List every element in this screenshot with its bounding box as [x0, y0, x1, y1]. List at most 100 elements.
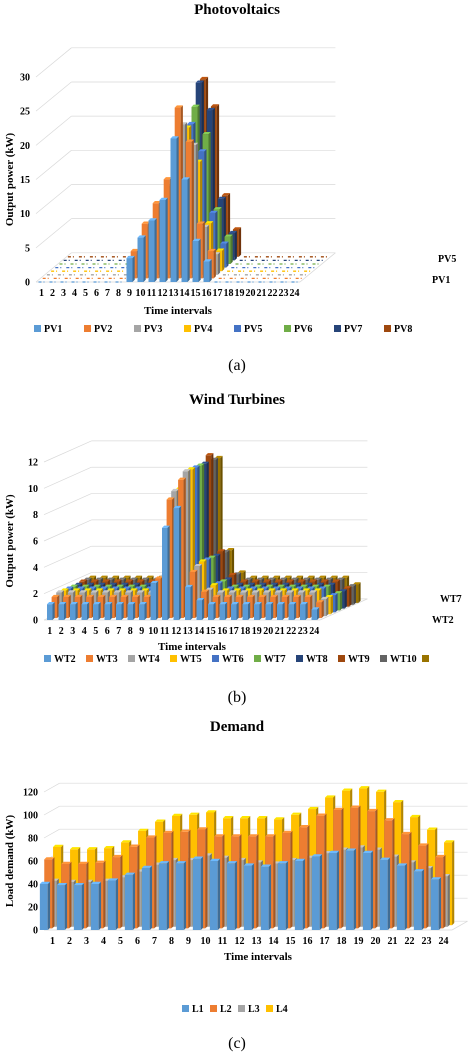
- bar-top: [97, 582, 106, 585]
- bar: [192, 238, 201, 282]
- y-tick-label: 0: [33, 926, 38, 937]
- bar: [173, 505, 182, 620]
- bar-side: [340, 591, 343, 611]
- y-tick-label: 15: [20, 175, 30, 186]
- bar-top: [163, 177, 172, 180]
- bar-top: [286, 579, 294, 582]
- bar-top: [258, 582, 267, 585]
- bar: [379, 857, 391, 930]
- bar-top: [170, 136, 179, 139]
- x-tick-label: 1: [47, 626, 52, 637]
- bar-side: [166, 861, 170, 930]
- bar-side: [324, 813, 327, 929]
- bar-side: [349, 586, 352, 607]
- bar-front: [277, 863, 286, 930]
- bar-top: [109, 594, 117, 598]
- bar-top: [297, 579, 306, 582]
- bar: [116, 602, 124, 620]
- bar-side: [64, 602, 67, 620]
- bar-top: [120, 594, 129, 598]
- x-ticks: 1 2 3 4 5 6 7 8 9 10 11 12 13 14 15 16 17 18 19 20 21 22 23 24: [39, 288, 300, 299]
- legend-label: L1: [192, 1004, 204, 1015]
- bar-top: [265, 834, 276, 837]
- bar-front: [137, 237, 144, 282]
- legend-label: L2: [220, 1004, 232, 1015]
- bar-top: [376, 789, 387, 792]
- gridline-depth: [35, 81, 72, 112]
- bar-front: [192, 858, 201, 930]
- bar: [242, 602, 251, 620]
- x-tick-label: 14: [269, 936, 279, 947]
- bar-top: [104, 602, 113, 605]
- bar-top: [263, 590, 271, 593]
- bar-side: [133, 602, 136, 620]
- bar-top: [226, 861, 238, 864]
- bar-top: [141, 577, 149, 580]
- bar-top: [348, 584, 356, 587]
- bar-top: [106, 588, 115, 591]
- bar: [260, 864, 272, 930]
- bar-side: [132, 255, 135, 282]
- bar-top: [257, 816, 268, 819]
- bar-top: [88, 575, 97, 578]
- bar: [162, 525, 170, 620]
- x-tick-label: 6: [105, 626, 110, 637]
- x-tick-label: 19: [252, 626, 262, 637]
- bar-top: [311, 854, 323, 857]
- legend-swatch: [170, 655, 177, 662]
- bar-top: [185, 139, 194, 142]
- x-tick-label: 15: [191, 288, 201, 299]
- bar-top: [274, 579, 283, 582]
- legend-label: PV5: [244, 324, 262, 335]
- legend-item: WT8: [296, 654, 328, 665]
- bar-top: [274, 590, 283, 593]
- x-tick-label: 13: [252, 936, 262, 947]
- bar-top: [187, 467, 195, 470]
- bar-side: [285, 861, 289, 930]
- bar-top: [125, 579, 133, 582]
- bar-top: [213, 207, 222, 210]
- bar-front: [226, 863, 235, 930]
- bar-top: [306, 575, 315, 578]
- bar: [192, 856, 204, 930]
- bar-top: [182, 469, 191, 472]
- bar-front: [70, 604, 76, 620]
- bar-top: [104, 845, 115, 849]
- gridline-depth: [35, 150, 72, 180]
- bar-front: [127, 604, 133, 620]
- x-ticks: 1 2 3 4 5 6 7 8 9 10 11 12 13 14 15 16 17 18 19 20 21 22 23 24: [50, 936, 449, 947]
- bar: [126, 255, 135, 282]
- bar-top: [282, 830, 293, 833]
- bar-top: [339, 589, 347, 592]
- bar-top: [272, 586, 281, 589]
- bar-top: [139, 602, 147, 605]
- bar-side: [438, 877, 442, 930]
- legend-swatch: [34, 325, 41, 332]
- bar-side: [225, 602, 228, 620]
- y-tick-label: 5: [25, 243, 30, 254]
- bar-side: [64, 882, 68, 930]
- bar-top: [290, 577, 299, 580]
- bar-top: [104, 584, 113, 587]
- bar-top: [127, 602, 136, 605]
- bar-top: [242, 602, 251, 605]
- legend-label: WT6: [222, 654, 244, 665]
- bar: [413, 869, 425, 930]
- bar-top: [201, 461, 209, 464]
- legend-label: WT8: [306, 654, 328, 665]
- x-tick-label: 22: [286, 626, 296, 637]
- bar-top: [311, 607, 320, 610]
- bar-top: [362, 850, 374, 853]
- bar: [158, 861, 170, 930]
- bar-top: [300, 584, 308, 587]
- bar-side: [307, 825, 310, 929]
- bar-side: [121, 602, 124, 620]
- bar-top: [198, 559, 207, 562]
- bar-side: [167, 525, 170, 620]
- bar-front: [148, 220, 155, 282]
- bar-top: [141, 588, 149, 591]
- x-axis-label: Time intervals: [224, 951, 293, 963]
- bar-top: [209, 210, 218, 213]
- x-tick-label: 5: [118, 936, 123, 947]
